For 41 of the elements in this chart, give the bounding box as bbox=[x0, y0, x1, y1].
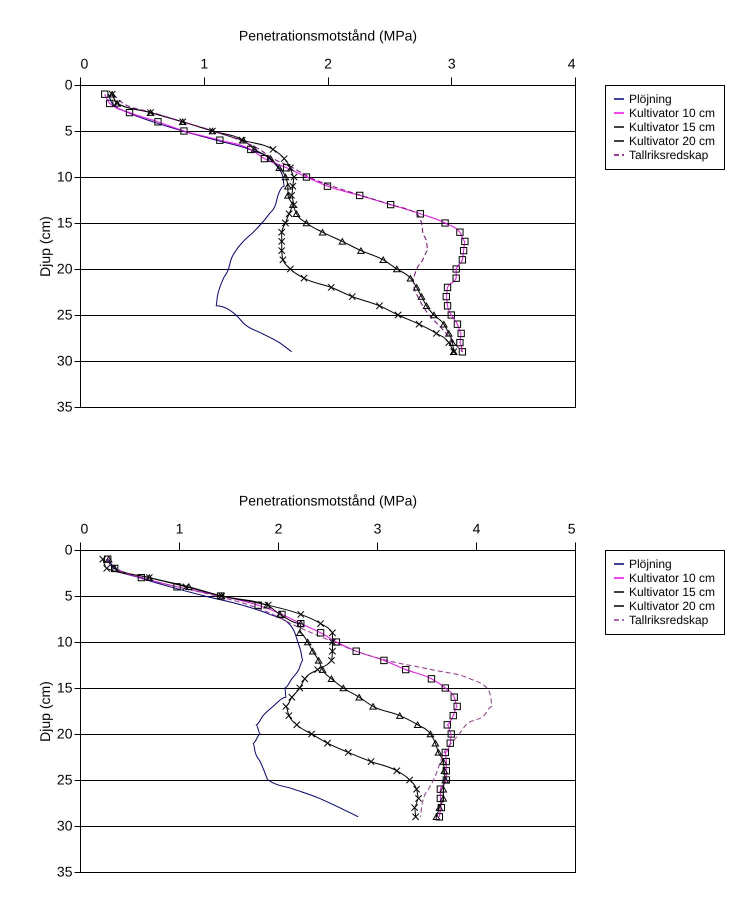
y-tick-label: 5 bbox=[64, 588, 73, 604]
x-tick-label: 3 bbox=[374, 520, 382, 536]
x-tick-label: 4 bbox=[472, 520, 481, 536]
y-tick-label: 0 bbox=[64, 76, 73, 92]
x-tick-label: 2 bbox=[324, 56, 332, 72]
y-tick-label: 15 bbox=[56, 680, 73, 696]
y-tick-label: 35 bbox=[56, 398, 73, 414]
legend-label: Plöjning bbox=[629, 92, 672, 106]
x-tick-label: 0 bbox=[80, 56, 88, 72]
y-tick-label: 20 bbox=[56, 726, 73, 742]
legend-label: Plöjning bbox=[629, 557, 672, 571]
y-tick-label: 10 bbox=[56, 634, 73, 650]
legend-label: Tallriksredskap bbox=[629, 148, 709, 162]
x-tick-label: 1 bbox=[176, 520, 184, 536]
y-tick-label: 25 bbox=[56, 306, 73, 322]
y-tick-label: 15 bbox=[56, 214, 73, 230]
x-tick-label: 4 bbox=[568, 56, 576, 72]
x-tick-label: 3 bbox=[448, 56, 456, 72]
legend-label: Kultivator 20 cm bbox=[629, 134, 716, 148]
x-tick-label: 1 bbox=[200, 56, 208, 72]
legend-label: Kultivator 20 cm bbox=[629, 599, 716, 613]
x-axis-title: Penetrationsmotstånd (MPa) bbox=[238, 492, 418, 508]
x-tick-label: 2 bbox=[274, 520, 283, 536]
legend-label: Tallriksredskap bbox=[629, 613, 709, 627]
legend-label: Kultivator 10 cm bbox=[629, 571, 716, 585]
legend-label: Kultivator 15 cm bbox=[629, 120, 716, 134]
y-tick-label: 25 bbox=[56, 772, 73, 788]
legend-label: Kultivator 15 cm bbox=[629, 585, 716, 599]
legend-label: Kultivator 10 cm bbox=[629, 106, 716, 120]
y-tick-label: 5 bbox=[64, 122, 73, 138]
y-axis-title: Djup (cm) bbox=[36, 681, 53, 742]
x-tick-label: 5 bbox=[568, 520, 576, 536]
y-tick-label: 35 bbox=[56, 864, 73, 880]
y-tick-label: 30 bbox=[56, 818, 73, 834]
y-tick-label: 0 bbox=[64, 542, 73, 558]
y-axis-title: Djup (cm) bbox=[36, 216, 53, 277]
y-tick-label: 10 bbox=[56, 168, 73, 184]
y-tick-label: 30 bbox=[56, 352, 73, 368]
x-tick-label: 0 bbox=[80, 520, 88, 536]
y-tick-label: 20 bbox=[56, 260, 73, 276]
x-axis-title: Penetrationsmotstånd (MPa) bbox=[238, 28, 418, 44]
